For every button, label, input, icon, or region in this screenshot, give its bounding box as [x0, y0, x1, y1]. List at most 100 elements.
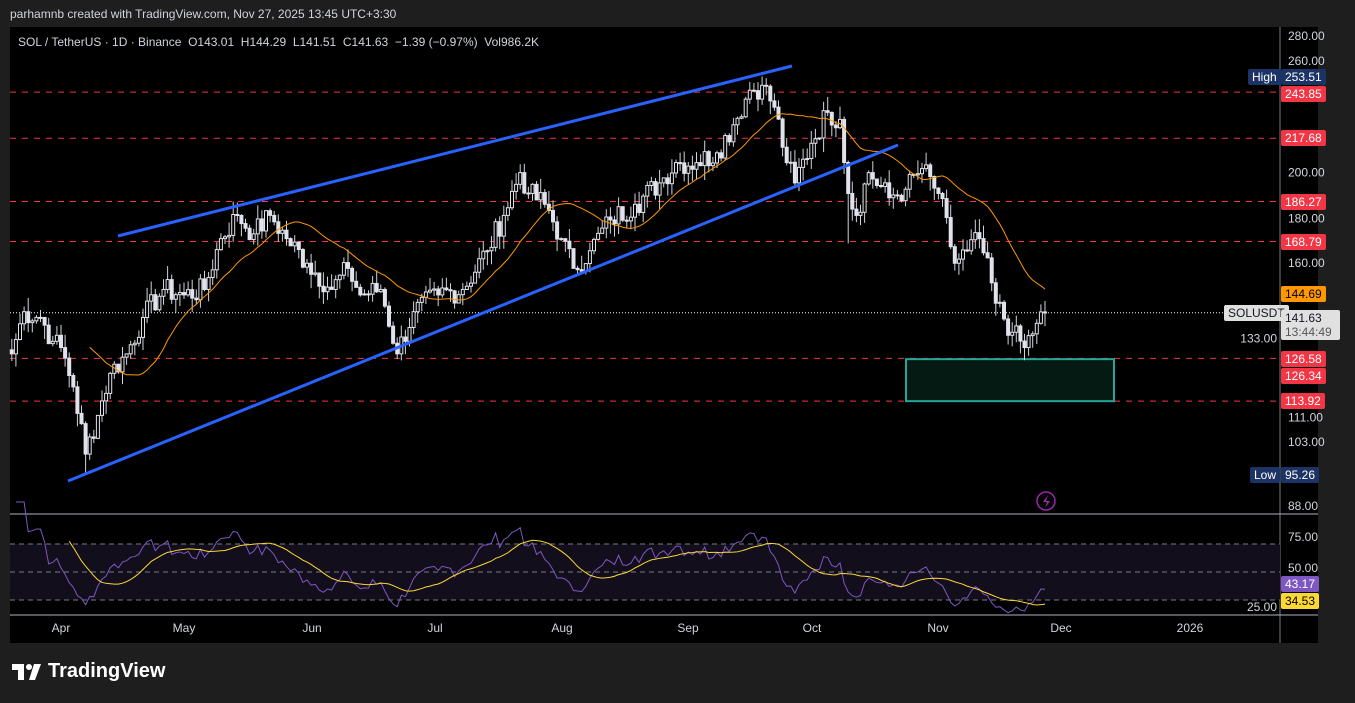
time-tick: Jul	[427, 621, 442, 635]
candle-body	[973, 232, 978, 241]
candle-body	[108, 372, 113, 394]
candle-body	[165, 279, 170, 290]
candle-body	[940, 192, 945, 200]
tradingview-logo[interactable]: TradingView	[12, 660, 165, 683]
candle-body	[944, 198, 949, 219]
candle-body	[346, 262, 350, 269]
candle-body	[825, 110, 830, 113]
candle-body	[719, 152, 724, 159]
candle-body	[735, 117, 740, 126]
candle-body	[42, 316, 47, 326]
price-tick: 103.00	[1288, 435, 1325, 449]
candle-body	[169, 279, 174, 300]
candle-body	[305, 262, 309, 268]
bar-countdown: 13:44:49	[1285, 324, 1332, 339]
candle-body	[452, 290, 457, 304]
candle-body	[350, 267, 355, 282]
candle-body	[948, 217, 953, 248]
candle-body	[645, 184, 650, 197]
candle-body	[104, 392, 109, 402]
candle-body	[370, 282, 375, 295]
candle-body	[928, 164, 933, 178]
candle-body	[456, 294, 461, 304]
candle-body	[34, 316, 39, 322]
candle-body	[75, 386, 80, 414]
candle-body	[460, 288, 465, 296]
candle-body	[1030, 333, 1035, 337]
candle-body	[571, 248, 576, 269]
candle-body	[87, 436, 92, 455]
candle-body	[235, 213, 240, 216]
last-price: 141.63	[1285, 310, 1322, 325]
candle-body	[1018, 325, 1023, 342]
last-price-tag: 141.63 13:44:49	[1281, 309, 1340, 340]
candle-body	[674, 162, 678, 174]
candle-body	[895, 194, 900, 197]
candle-body	[382, 288, 387, 307]
level-price-tag: 186.27	[1281, 193, 1326, 210]
candle-body	[952, 246, 957, 264]
candle-body	[751, 89, 756, 92]
candle-body	[255, 218, 260, 235]
candle-body	[612, 219, 617, 225]
chart-frame[interactable]	[10, 27, 1318, 643]
candle-body	[579, 269, 584, 272]
candle-body	[559, 238, 564, 241]
candle-body	[1026, 335, 1031, 349]
candle-body	[116, 363, 121, 373]
rsi-line	[15, 501, 1046, 614]
candle-body	[153, 294, 158, 311]
candle-body	[624, 219, 629, 222]
candle-body	[149, 294, 154, 302]
candle-body	[829, 111, 834, 126]
candle-body	[764, 84, 769, 87]
candle-body	[124, 353, 129, 358]
candle-body	[514, 183, 519, 192]
candle-body	[920, 168, 924, 175]
candle-body	[132, 342, 137, 346]
candle-body	[616, 206, 621, 225]
candle-body	[731, 124, 736, 143]
candle-body	[403, 336, 408, 342]
candle-body	[555, 221, 560, 240]
candle-body	[989, 257, 994, 284]
candle-body	[157, 295, 162, 311]
candle-body	[756, 90, 760, 100]
candle-body	[268, 210, 273, 216]
candle-body	[961, 249, 965, 260]
price-tick: 88.00	[1288, 499, 1318, 513]
candle-body	[1034, 322, 1039, 335]
candle-body	[501, 214, 506, 237]
candle-body	[100, 400, 104, 416]
tradingview-logo-icon	[12, 663, 41, 680]
candle-body	[694, 162, 699, 170]
moving-average-line	[89, 113, 1046, 376]
level-price-tag: 168.79	[1281, 233, 1326, 250]
candle-body	[186, 289, 191, 296]
candle-body	[661, 177, 666, 184]
candle-body	[473, 271, 478, 284]
high-label: High	[1248, 69, 1281, 86]
candle-body	[161, 288, 166, 297]
candle-body	[620, 206, 625, 221]
candle-body	[329, 286, 334, 290]
lightning-icon	[1036, 491, 1056, 511]
candle-body	[1014, 325, 1019, 333]
candle-body	[821, 110, 826, 139]
candle-body	[669, 172, 674, 185]
candle-body	[866, 172, 871, 185]
candle-body	[727, 135, 732, 143]
time-tick: Apr	[52, 621, 71, 635]
candle-body	[567, 240, 572, 250]
candle-body	[534, 183, 539, 201]
candle-body	[18, 323, 22, 341]
price-tick: 180.00	[1288, 211, 1325, 225]
candle-body	[79, 412, 84, 425]
candle-body	[907, 173, 912, 190]
candle-body	[26, 311, 31, 324]
candle-body	[440, 287, 445, 296]
candle-body	[608, 216, 613, 221]
time-tick: 2026	[1177, 621, 1204, 635]
candle-body	[682, 162, 687, 174]
